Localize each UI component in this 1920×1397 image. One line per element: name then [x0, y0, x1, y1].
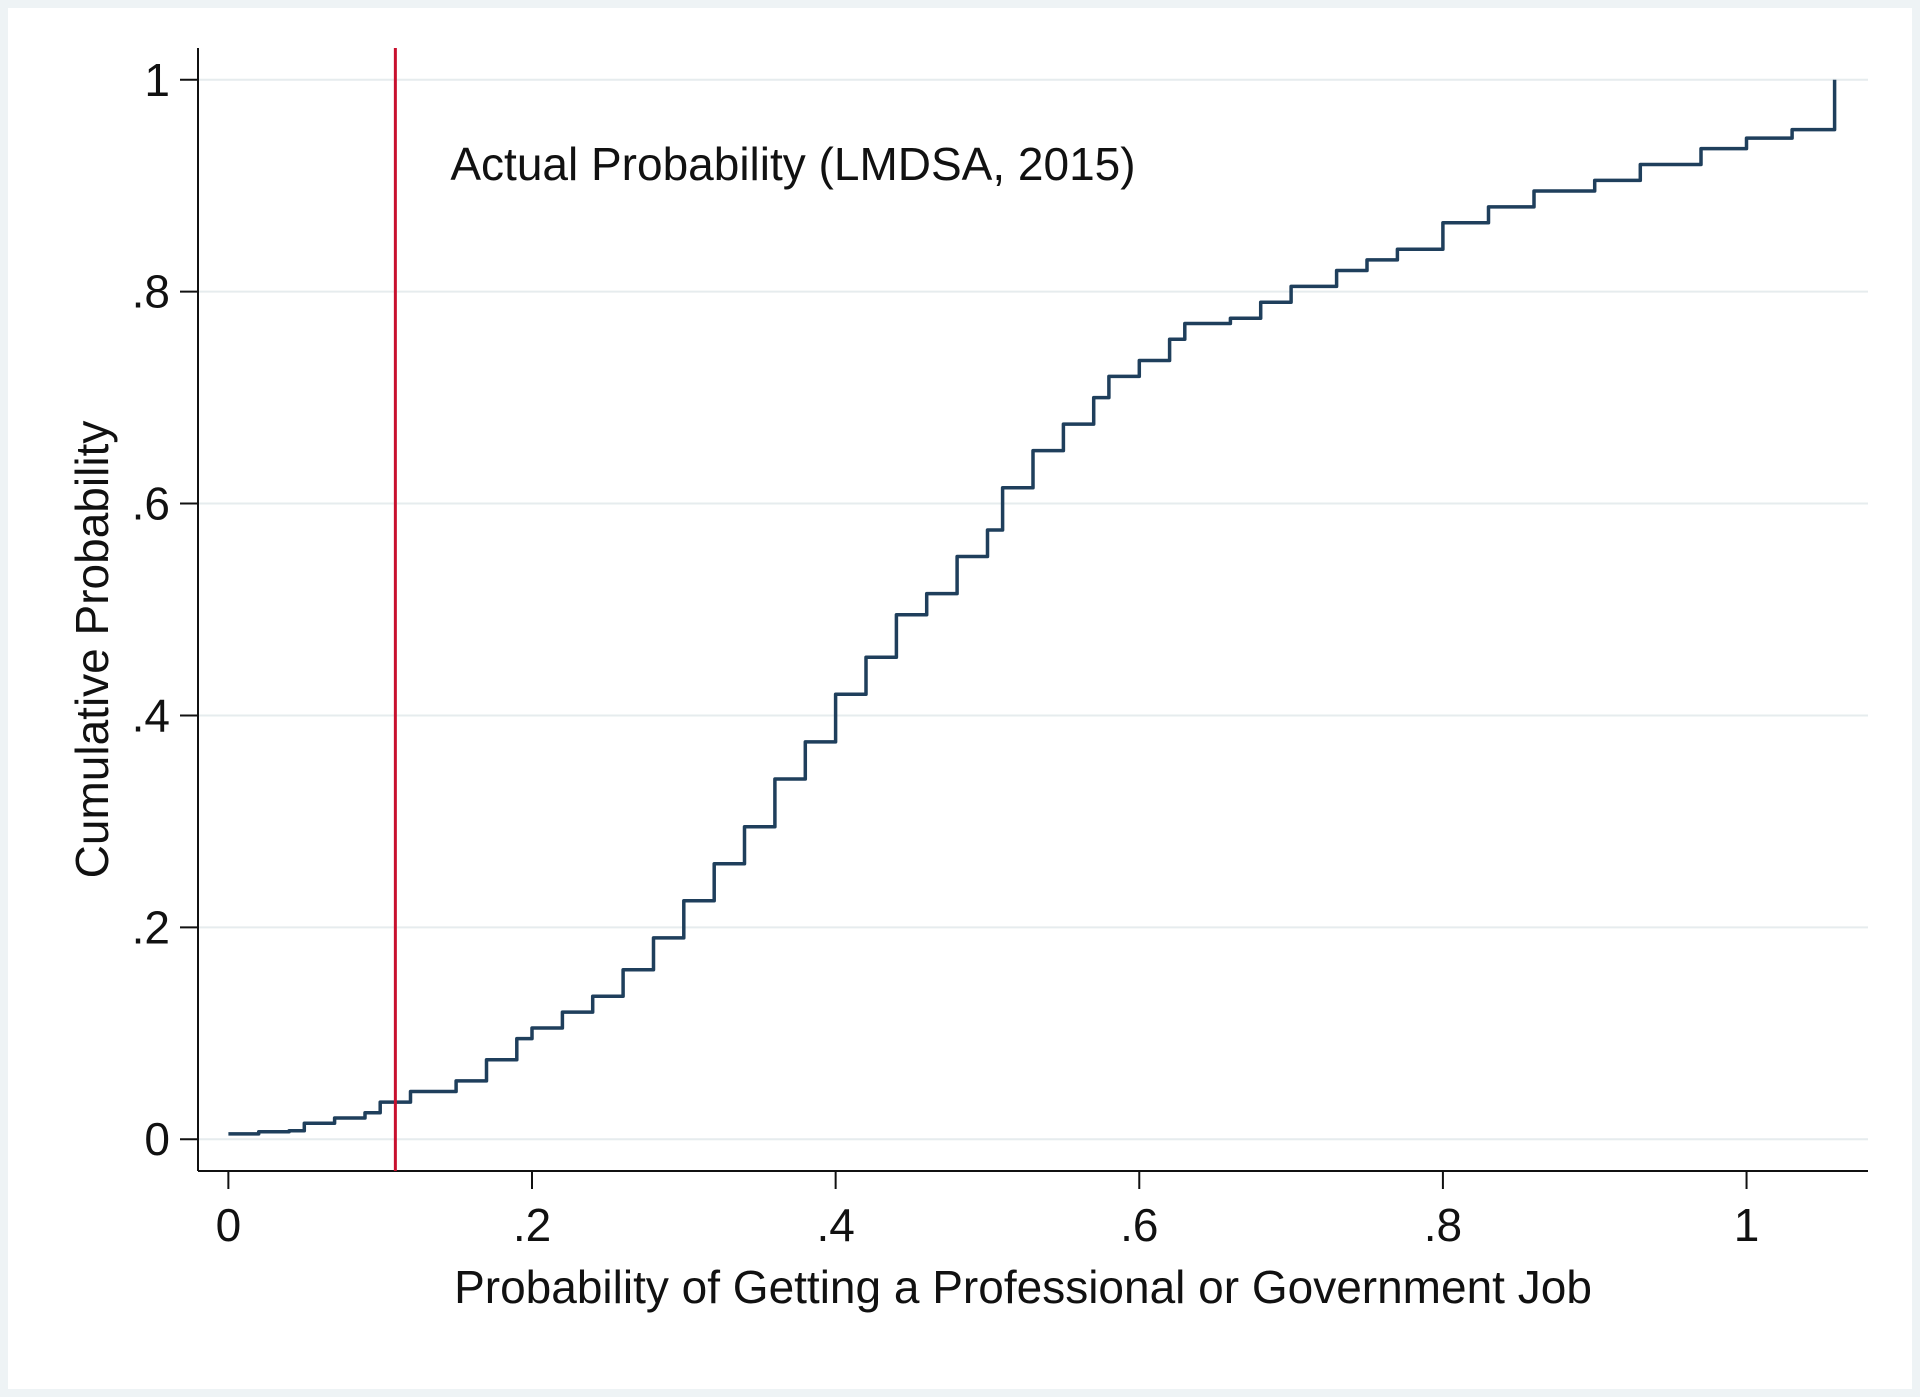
y-tick-label: .4	[132, 689, 170, 741]
y-tick-label: .6	[132, 478, 170, 530]
x-axis-title: Probability of Getting a Professional or…	[454, 1261, 1592, 1313]
y-tick-label: 0	[144, 1113, 170, 1165]
x-tick-label: .8	[1424, 1199, 1462, 1251]
x-tick-label: .2	[513, 1199, 551, 1251]
y-tick-label: 1	[144, 54, 170, 106]
y-axis-title: Cumulative Probability	[66, 421, 118, 879]
x-tick-label: .6	[1120, 1199, 1158, 1251]
chart: 0 .2 .4 .6 .8 1 0 .2 .4 .6 .8 1 Probability of Gett…	[66, 48, 1868, 1313]
series-layer	[228, 79, 1837, 1136]
cdf-curve	[228, 79, 1837, 1136]
y-tick-label: .2	[132, 901, 170, 953]
y-tick-label: .8	[132, 266, 170, 318]
reference-line-label: Actual Probability (LMDSA, 2015)	[450, 138, 1135, 190]
x-tick-label: 0	[216, 1199, 242, 1251]
x-tick-label: 1	[1734, 1199, 1760, 1251]
chart-frame: 0 .2 .4 .6 .8 1 0 .2 .4 .6 .8 1 Probability of Gett…	[8, 8, 1912, 1389]
gridlines	[198, 78, 1868, 1141]
x-tick-label: .4	[816, 1199, 854, 1251]
axes: 0 .2 .4 .6 .8 1 0 .2 .4 .6 .8 1	[132, 48, 1868, 1251]
